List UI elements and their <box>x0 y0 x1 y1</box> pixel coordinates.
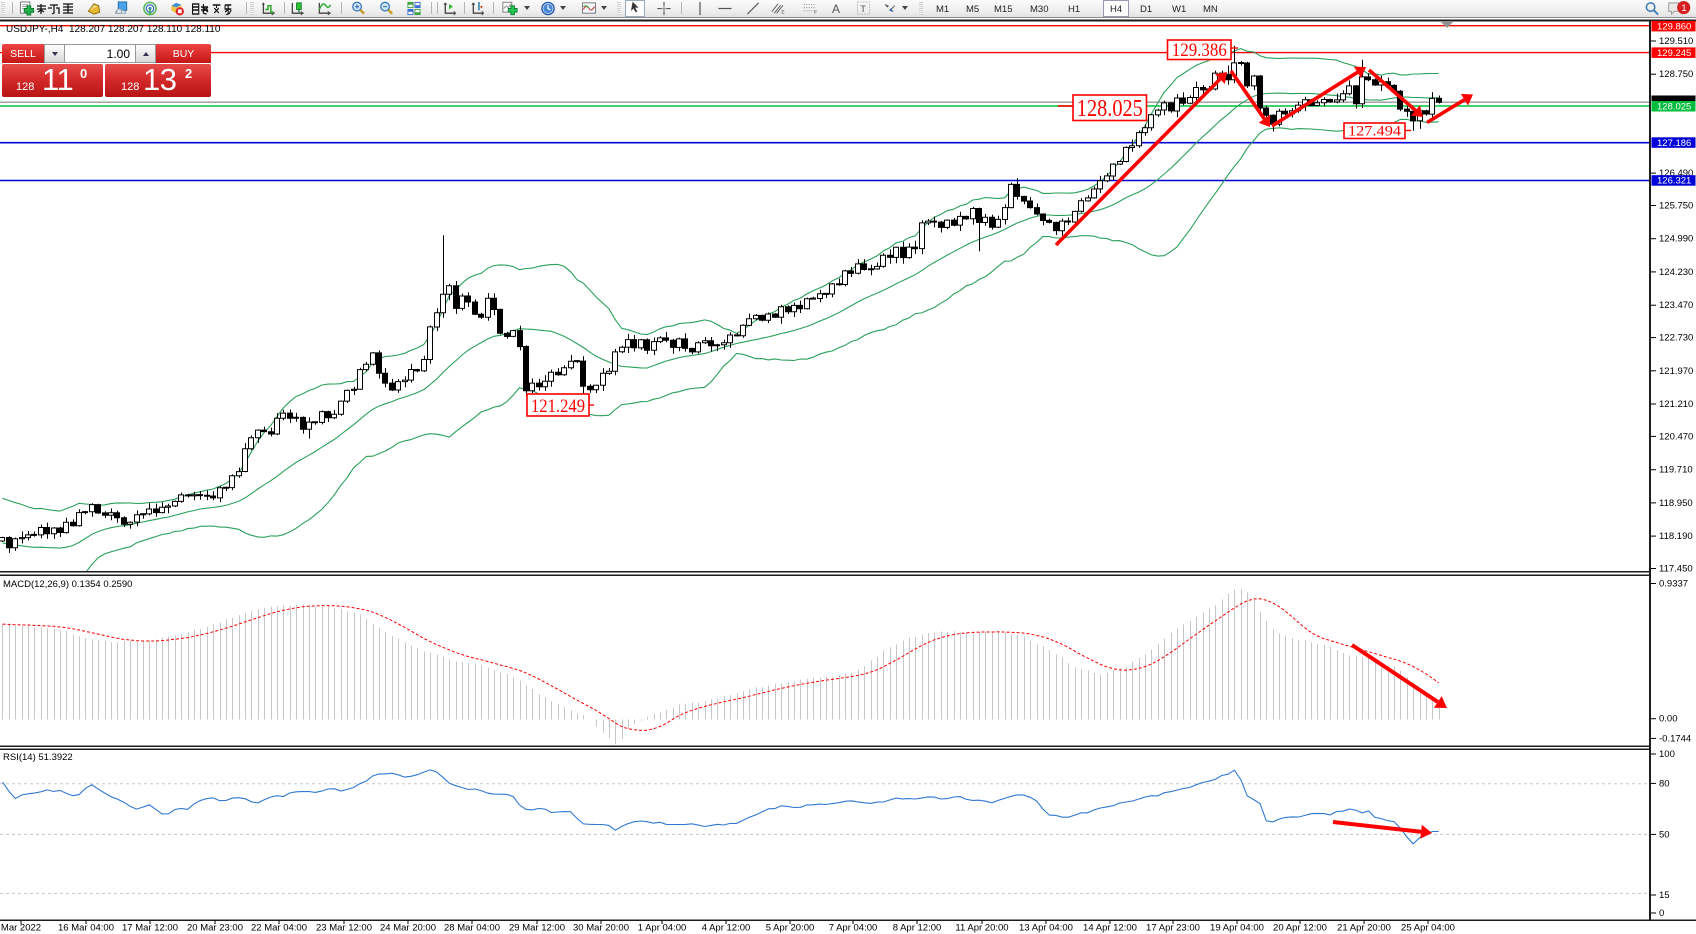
svg-text:129.860: 129.860 <box>1657 21 1691 32</box>
svg-text:15: 15 <box>1659 890 1670 901</box>
svg-text:17 Mar 12:00: 17 Mar 12:00 <box>122 923 178 934</box>
svg-text:4 Apr 12:00: 4 Apr 12:00 <box>702 923 751 934</box>
svg-text:16 Mar 04:00: 16 Mar 04:00 <box>58 923 114 934</box>
svg-text:30 Mar 20:00: 30 Mar 20:00 <box>573 923 629 934</box>
svg-text:11 Apr 20:00: 11 Apr 20:00 <box>955 923 1008 934</box>
svg-text:80: 80 <box>1659 778 1670 789</box>
svg-text:127.494: 127.494 <box>1348 124 1402 140</box>
svg-text:22 Mar 04:00: 22 Mar 04:00 <box>251 923 307 934</box>
svg-text:13 Apr 04:00: 13 Apr 04:00 <box>1019 923 1073 934</box>
svg-text:14 Apr 12:00: 14 Apr 12:00 <box>1083 923 1137 934</box>
svg-text:121.970: 121.970 <box>1659 366 1693 377</box>
svg-text:129.245: 129.245 <box>1657 48 1691 59</box>
svg-text:23 Mar 12:00: 23 Mar 12:00 <box>316 923 372 934</box>
svg-text:0.9337: 0.9337 <box>1659 579 1688 590</box>
svg-text:125.750: 125.750 <box>1659 201 1693 212</box>
svg-text:29 Mar 12:00: 29 Mar 12:00 <box>509 923 565 934</box>
svg-text:122.730: 122.730 <box>1659 333 1693 344</box>
svg-text:119.710: 119.710 <box>1659 465 1693 476</box>
svg-text:25 Apr 04:00: 25 Apr 04:00 <box>1401 923 1455 934</box>
svg-text:124.230: 124.230 <box>1659 267 1693 278</box>
svg-text:128.750: 128.750 <box>1659 69 1693 80</box>
svg-text:19 Apr 04:00: 19 Apr 04:00 <box>1210 923 1264 934</box>
svg-text:129.386: 129.386 <box>1172 40 1227 61</box>
svg-text:F: F <box>814 9 817 15</box>
svg-text:8 Apr 12:00: 8 Apr 12:00 <box>893 923 942 934</box>
svg-text:USDJPY-,H4 128.207 128.207 12: USDJPY-,H4 128.207 128.207 128.110 128.1… <box>6 24 221 35</box>
svg-text:118.190: 118.190 <box>1659 531 1693 542</box>
svg-text:28 Mar 04:00: 28 Mar 04:00 <box>444 923 500 934</box>
svg-text:-0.1744: -0.1744 <box>1659 733 1691 744</box>
svg-text:20 Apr 12:00: 20 Apr 12:00 <box>1273 923 1327 934</box>
svg-text:Mar 2022: Mar 2022 <box>1 923 41 934</box>
svg-text:128.025: 128.025 <box>1077 96 1143 122</box>
svg-text:50: 50 <box>1659 829 1670 840</box>
svg-text:127.186: 127.186 <box>1657 138 1691 149</box>
svg-text:0: 0 <box>1659 908 1664 919</box>
svg-text:123.470: 123.470 <box>1659 300 1693 311</box>
svg-text:5 Apr 20:00: 5 Apr 20:00 <box>766 923 815 934</box>
svg-text:118.950: 118.950 <box>1659 498 1693 509</box>
svg-text:MACD(12,26,9) 0.1354 0.2590: MACD(12,26,9) 0.1354 0.2590 <box>3 579 132 590</box>
svg-text:21 Apr 20:00: 21 Apr 20:00 <box>1337 923 1391 934</box>
svg-text:0.00: 0.00 <box>1659 714 1678 725</box>
svg-text:126.490: 126.490 <box>1659 168 1693 179</box>
svg-text:20 Mar 23:00: 20 Mar 23:00 <box>187 923 243 934</box>
svg-text:7 Apr 04:00: 7 Apr 04:00 <box>829 923 878 934</box>
svg-text:E: E <box>781 9 784 15</box>
svg-text:129.510: 129.510 <box>1659 36 1693 47</box>
svg-text:121.249: 121.249 <box>531 396 585 417</box>
svg-text:128.025: 128.025 <box>1657 102 1691 113</box>
svg-text:117.450: 117.450 <box>1659 564 1693 575</box>
svg-text:RSI(14) 51.3922: RSI(14) 51.3922 <box>3 752 73 763</box>
svg-text:126.321: 126.321 <box>1657 176 1691 187</box>
svg-text:T: T <box>860 4 866 14</box>
svg-text:120.470: 120.470 <box>1659 431 1693 442</box>
svg-text:100: 100 <box>1659 749 1675 760</box>
svg-text:121.210: 121.210 <box>1659 399 1693 410</box>
svg-text:1 Apr 04:00: 1 Apr 04:00 <box>638 923 687 934</box>
svg-text:17 Apr 23:00: 17 Apr 23:00 <box>1146 923 1200 934</box>
svg-text:24 Mar 20:00: 24 Mar 20:00 <box>380 923 436 934</box>
svg-text:124.990: 124.990 <box>1659 234 1693 245</box>
svg-text:1: 1 <box>1681 3 1686 13</box>
